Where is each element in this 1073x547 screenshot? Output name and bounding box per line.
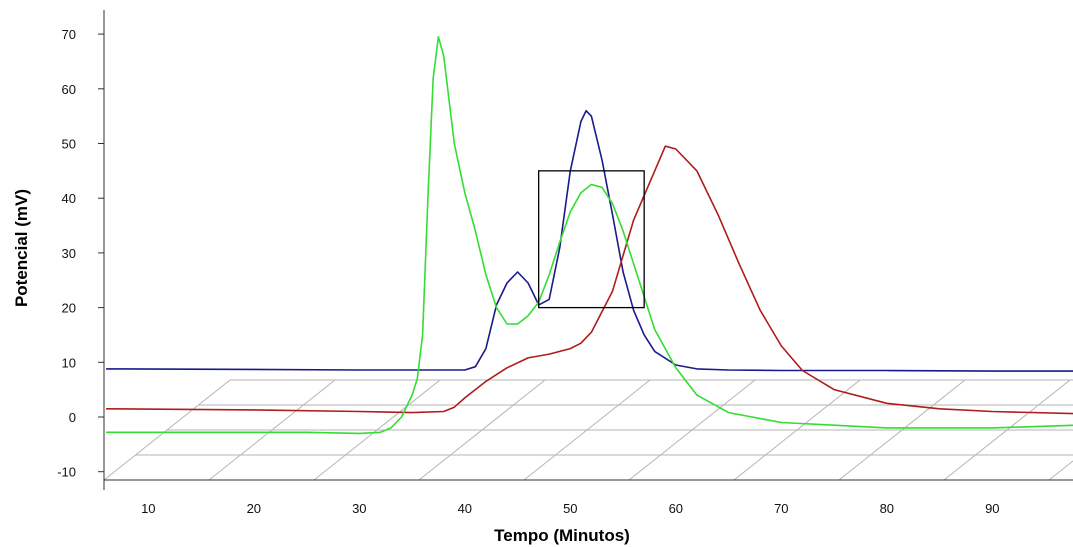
floor-diagonal <box>733 379 861 481</box>
pseudo-3d-floor <box>103 379 1073 481</box>
y-tick-label: 20 <box>62 301 76 316</box>
series-line-1 <box>106 109 1073 372</box>
x-tick-label: 50 <box>563 501 577 516</box>
floor-diagonal <box>1048 460 1073 481</box>
axes <box>103 10 1073 490</box>
y-tick-label: 0 <box>69 410 76 425</box>
floor-diagonal <box>838 379 966 481</box>
x-tick-label: 40 <box>458 501 472 516</box>
floor-diagonal <box>943 379 1071 481</box>
series-line-3 <box>106 35 1073 435</box>
x-axis-title: Tempo (Minutos) <box>494 526 630 545</box>
floor-diagonal <box>313 379 441 481</box>
y-tick-label: 40 <box>62 191 76 206</box>
y-tick-label: 50 <box>62 137 76 152</box>
y-tick-label: 60 <box>62 82 76 97</box>
y-tick-label: 10 <box>62 355 76 370</box>
series-line-2 <box>106 145 1073 415</box>
floor-diagonal <box>103 379 231 481</box>
floor-diagonal <box>208 379 336 481</box>
x-tick-label: 90 <box>985 501 999 516</box>
tick-labels: -10 0 10 20 30 40 50 60 70 10 20 30 40 50 60 70 80 90 <box>57 27 999 516</box>
series-lines <box>106 35 1073 435</box>
highlight-box <box>538 170 645 309</box>
x-tick-label: 10 <box>141 501 155 516</box>
y-tick-label: 70 <box>62 27 76 42</box>
floor-diagonal <box>628 379 756 481</box>
y-tick-label: 30 <box>62 246 76 261</box>
x-tick-label: 30 <box>352 501 366 516</box>
floor-diagonal <box>523 379 651 481</box>
y-tick-label: -10 <box>57 465 76 480</box>
floor-diagonal <box>418 379 546 481</box>
x-tick-label: 70 <box>774 501 788 516</box>
x-tick-label: 80 <box>880 501 894 516</box>
x-tick-label: 60 <box>669 501 683 516</box>
x-tick-label: 20 <box>247 501 261 516</box>
y-axis-title: Potencial (mV) <box>12 189 31 307</box>
